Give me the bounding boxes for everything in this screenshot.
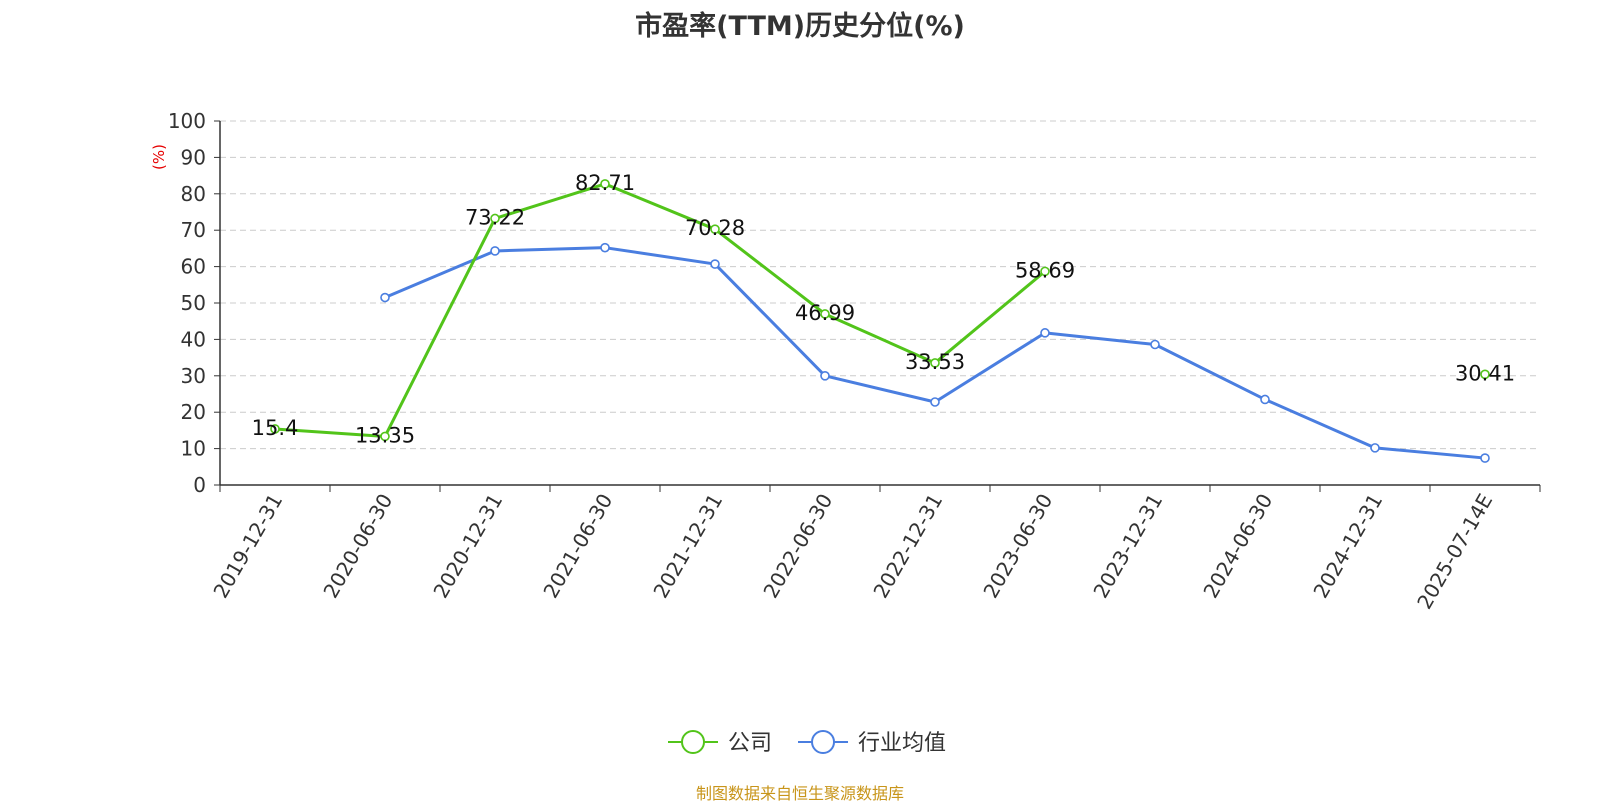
y-tick-label: 100 — [168, 109, 206, 133]
y-tick-label: 50 — [181, 291, 206, 315]
data-label: 70.28 — [685, 216, 745, 240]
series-line — [274, 182, 1046, 438]
data-point — [380, 292, 390, 303]
data-label: 82.71 — [575, 171, 635, 195]
y-tick-label: 70 — [181, 218, 206, 242]
y-tick-label: 60 — [181, 255, 206, 279]
y-tick-label: 40 — [181, 327, 206, 351]
data-label: 58.69 — [1015, 258, 1075, 282]
y-tick-label: 0 — [193, 473, 206, 497]
data-point — [1040, 266, 1050, 277]
data-point — [600, 242, 610, 253]
data-label: 13.35 — [355, 423, 415, 447]
x-tick-label: 2019-12-31 — [208, 490, 287, 603]
data-point — [930, 397, 940, 407]
data-point — [710, 224, 720, 234]
legend-marker — [681, 730, 705, 754]
source-note: 制图数据来自恒生聚源数据库 — [695, 784, 904, 803]
x-tick-label: 2020-06-30 — [318, 490, 397, 603]
data-point — [710, 259, 720, 269]
data-point — [820, 370, 830, 381]
x-tick-label: 2020-12-31 — [428, 490, 507, 603]
x-tick-label: 2022-12-31 — [868, 490, 947, 603]
data-point — [1150, 339, 1160, 350]
data-label: 30.41 — [1455, 361, 1515, 385]
data-point — [1480, 369, 1490, 380]
x-tick-label: 2021-06-30 — [538, 490, 617, 603]
data-label: 73.22 — [465, 205, 525, 229]
chart-title: 市盈率(TTM)历史分位(%) — [635, 11, 965, 42]
y-tick-label: 80 — [181, 182, 206, 206]
y-tick-label: 20 — [181, 400, 206, 424]
data-point — [600, 179, 610, 189]
data-point — [270, 424, 280, 434]
x-tick-label: 2023-06-30 — [978, 490, 1057, 603]
x-tick-label: 2024-12-31 — [1308, 490, 1387, 603]
y-axis-label: (%) — [150, 144, 168, 170]
data-point — [1040, 328, 1050, 338]
y-tick-label: 30 — [181, 364, 206, 388]
data-point — [490, 213, 500, 224]
data-point — [1480, 453, 1490, 463]
data-label: 46.99 — [795, 301, 855, 325]
y-tick-label: 90 — [181, 145, 206, 169]
x-tick-label: 2023-12-31 — [1088, 490, 1167, 603]
x-tick-label: 2022-06-30 — [758, 490, 837, 603]
legend-label: 公司 — [728, 731, 772, 756]
x-tick-label: 2021-12-31 — [648, 490, 727, 603]
y-tick-label: 10 — [181, 437, 206, 461]
data-point — [1260, 394, 1270, 405]
data-label: 33.53 — [905, 350, 965, 374]
data-point — [490, 246, 500, 256]
data-point — [930, 358, 940, 368]
data-point — [820, 309, 830, 319]
legend-marker — [811, 730, 836, 754]
data-point — [1370, 443, 1380, 453]
legend-label: 行业均值 — [858, 731, 946, 756]
data-point — [380, 431, 390, 442]
data-label: 15.4 — [252, 416, 299, 440]
x-tick-label: 2025-07-14E — [1412, 490, 1497, 614]
x-tick-label: 2024-06-30 — [1198, 490, 1277, 603]
